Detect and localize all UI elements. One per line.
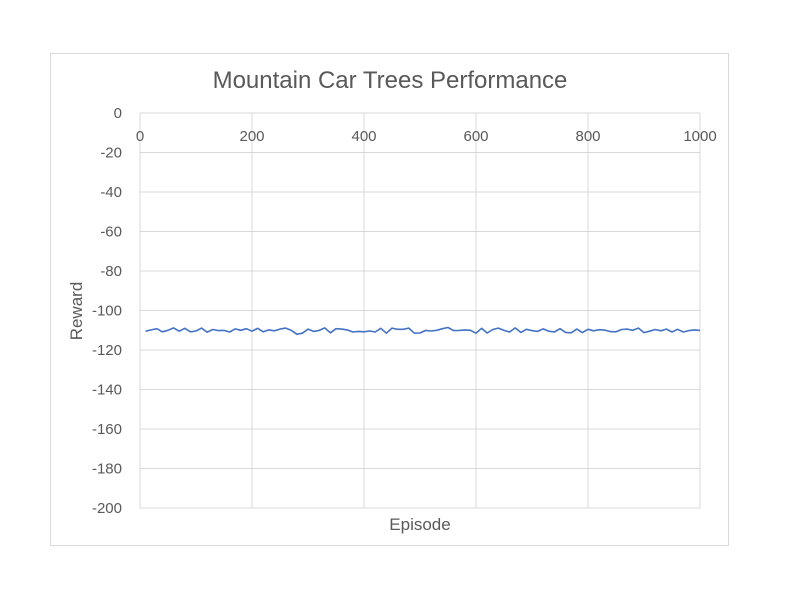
x-tick-label: 800 <box>575 128 600 145</box>
x-tick-label: 1000 <box>683 128 716 145</box>
chart-title: Mountain Car Trees Performance <box>213 67 568 94</box>
x-tick-label: 600 <box>463 128 488 145</box>
y-tick-label: -20 <box>100 145 122 162</box>
series-group <box>145 326 701 336</box>
x-axis-label: Episode <box>389 515 450 534</box>
y-tick-label: -140 <box>92 382 122 399</box>
y-tick-label: -100 <box>92 303 122 320</box>
chart-area <box>50 53 729 546</box>
x-tick-label: 0 <box>136 128 144 145</box>
y-tick-label: 0 <box>114 105 122 122</box>
x-axis-ticks: 0 200 400 600 800 1000 <box>136 128 717 145</box>
y-axis-ticks: 0 -20 -40 -60 -80 -100 -120 -140 -160 -180 -200 <box>92 105 122 517</box>
y-tick-label: -180 <box>92 461 122 478</box>
y-axis-label: Reward <box>67 282 86 341</box>
y-tick-label: -60 <box>100 224 122 241</box>
x-tick-label: 400 <box>351 128 376 145</box>
y-tick-label: -120 <box>92 342 122 359</box>
series-line <box>145 326 701 336</box>
y-tick-label: -160 <box>92 421 122 438</box>
y-tick-label: -80 <box>100 263 122 280</box>
gridlines <box>139 112 701 509</box>
y-tick-label: -200 <box>92 500 122 517</box>
x-tick-label: 200 <box>239 128 264 145</box>
y-tick-label: -40 <box>100 184 122 201</box>
